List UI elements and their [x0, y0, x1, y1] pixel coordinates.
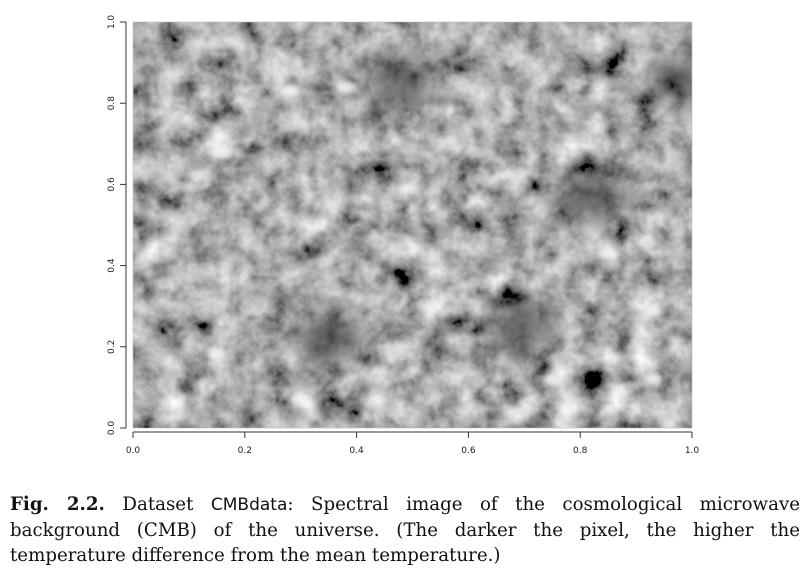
- dark-region: [490, 302, 559, 351]
- x-tick-label: 0.0: [126, 446, 141, 456]
- bright-spot: [291, 393, 310, 406]
- dark-region: [367, 58, 436, 107]
- bright-spot: [207, 348, 226, 361]
- x-axis: 0.0 0.2 0.4 0.6 0.8 1.0: [126, 431, 700, 456]
- bright-spot: [599, 247, 618, 260]
- dark-regions: [294, 54, 692, 363]
- x-tick-label: 0.4: [349, 446, 364, 456]
- y-tick-label: 1.0: [107, 15, 117, 30]
- y-tick-label: 0.4: [107, 258, 117, 273]
- bright-spot: [643, 304, 662, 317]
- bright-spot: [643, 373, 662, 386]
- figure-caption: Fig. 2.2. Dataset CMBdata: Spectral imag…: [10, 492, 800, 568]
- caption-text-after: : Spectral image of the cosmological mic…: [10, 494, 800, 566]
- x-tick-label: 0.6: [461, 446, 476, 456]
- y-tick-label: 0.8: [107, 96, 117, 111]
- y-tick-label: 0.6: [107, 177, 117, 192]
- y-tick-label: 0.0: [107, 421, 117, 436]
- caption-dataset-name: CMBdata: [210, 495, 288, 515]
- x-tick-label: 1.0: [685, 446, 700, 456]
- y-axis: 0.0 0.2 0.4 0.6 0.8 1.0: [107, 15, 127, 436]
- x-tick-label: 0.8: [573, 446, 588, 456]
- x-tick-label: 0.2: [238, 446, 252, 456]
- cmb-spectral-image-figure: 0.0 0.2 0.4 0.6 0.8 1.0 0.0 0.2 0.4 0.6 0.8 1.0: [107, 15, 700, 456]
- heatmap-area: [133, 22, 692, 428]
- dark-region: [557, 172, 626, 221]
- bright-spots: [207, 80, 662, 414]
- y-tick-label: 0.2: [107, 340, 117, 354]
- bright-spot: [560, 401, 579, 414]
- plot-frame: [132, 21, 693, 429]
- dark-region: [646, 54, 692, 103]
- bright-spot: [336, 80, 355, 93]
- dark-region: [294, 314, 363, 363]
- bright-spot: [280, 85, 299, 98]
- bright-spot: [213, 145, 232, 158]
- bright-spot: [543, 373, 562, 386]
- caption-text-before: Dataset: [122, 494, 194, 515]
- caption-label: Fig. 2.2.: [10, 494, 105, 515]
